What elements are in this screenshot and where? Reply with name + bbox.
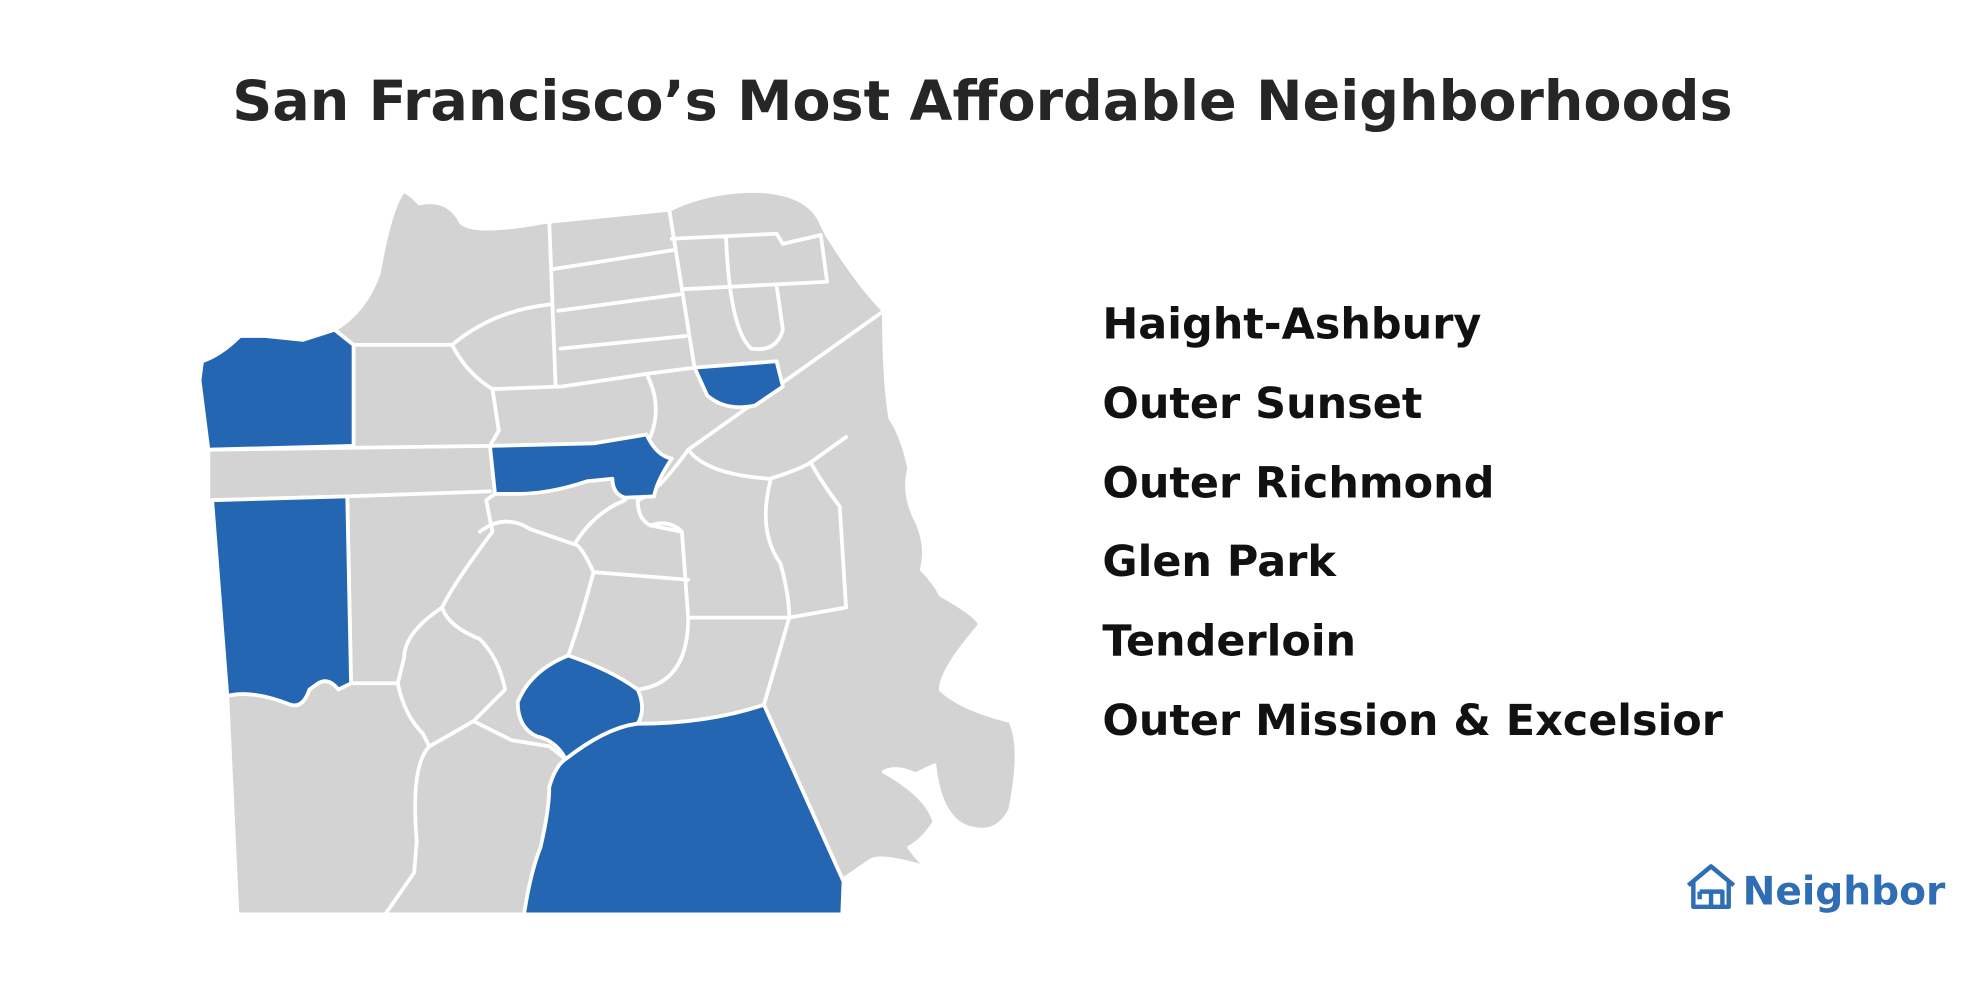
map-outline [197,188,1019,917]
list-item: Outer Mission & Excelsior [1102,696,1723,746]
highlight-tenderloin [692,359,785,410]
title: San Francisco’s Most Affordable Neighbor… [232,69,1732,134]
logo: Neighbor [1686,864,1946,914]
list-item: Haight-Ashbury [1102,300,1481,350]
logo-icon [1686,864,1736,909]
sf-map [197,188,1019,917]
highlight-outer-sunset [210,494,353,708]
highlight-outer-richmond [197,327,356,452]
logo-text: Neighbor [1743,869,1946,914]
list-item: Outer Sunset [1102,379,1422,429]
list-item: Tenderloin [1102,617,1356,667]
highlight-haight-ashbury [488,432,674,500]
list-item: Glen Park [1102,537,1337,587]
list-item: Outer Richmond [1102,459,1494,509]
neighborhood-list: Haight-Ashbury Outer Sunset Outer Richmo… [1102,300,1723,747]
highlight-excelsior [522,702,846,917]
